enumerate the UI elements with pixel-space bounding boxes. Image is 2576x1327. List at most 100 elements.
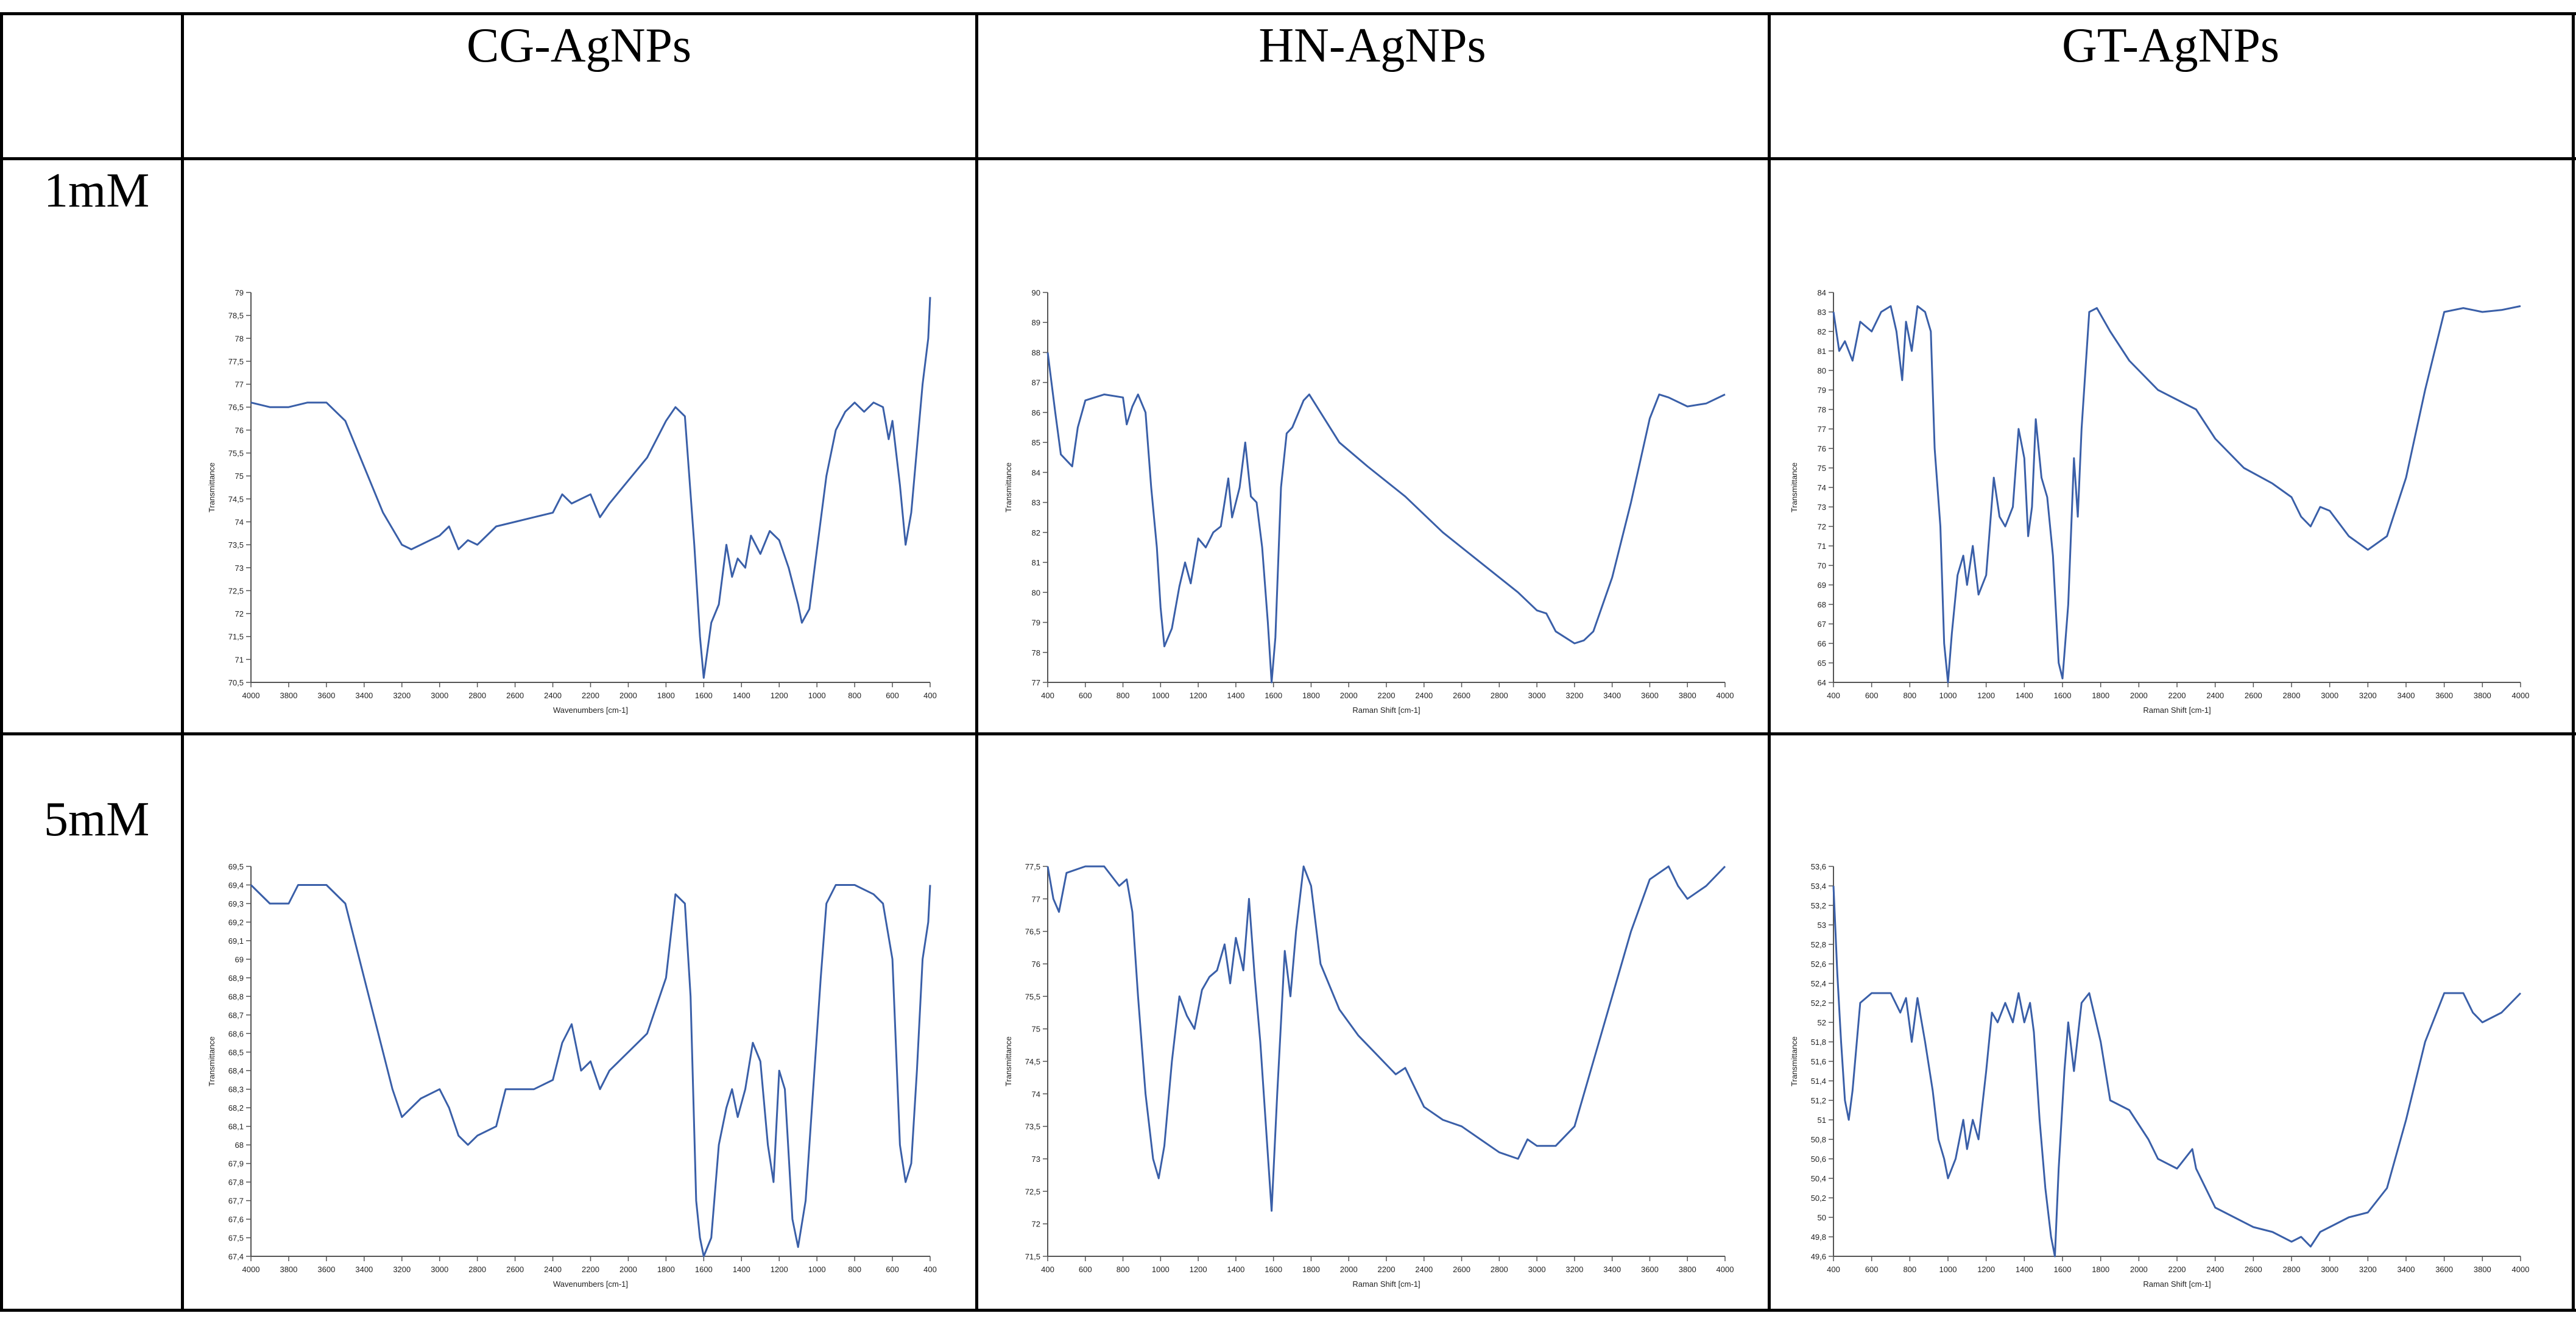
y-tick-label: 71,5 bbox=[1025, 1252, 1040, 1261]
y-tick-label: 79 bbox=[1032, 618, 1040, 628]
y-tick-label: 78,5 bbox=[228, 311, 244, 320]
y-tick-label: 81 bbox=[1818, 347, 1826, 356]
x-tick-label: 1800 bbox=[1302, 1265, 1320, 1274]
x-tick-label: 2000 bbox=[619, 691, 637, 700]
x-tick-label: 1200 bbox=[771, 1265, 788, 1274]
x-tick-label: 400 bbox=[1041, 1265, 1054, 1274]
y-tick-label: 74,5 bbox=[1025, 1057, 1040, 1066]
x-tick-label: 2800 bbox=[2283, 1265, 2301, 1274]
y-tick-label: 51,4 bbox=[1811, 1077, 1826, 1086]
x-tick-label: 3800 bbox=[280, 1265, 297, 1274]
y-tick-label: 68 bbox=[1818, 600, 1826, 609]
x-tick-label: 2200 bbox=[2168, 691, 2186, 700]
y-axis-label: Transmittance bbox=[207, 462, 216, 512]
x-tick-label: 4000 bbox=[242, 1265, 260, 1274]
table-border-left bbox=[0, 12, 3, 1312]
x-tick-label: 2000 bbox=[1340, 1265, 1358, 1274]
y-tick-label: 78 bbox=[1818, 405, 1826, 414]
y-tick-label: 77 bbox=[1818, 425, 1826, 434]
y-tick-label: 85 bbox=[1032, 438, 1040, 447]
y-tick-label: 51,6 bbox=[1811, 1057, 1826, 1066]
x-tick-label: 1400 bbox=[733, 691, 750, 700]
x-tick-label: 1600 bbox=[695, 691, 713, 700]
y-tick-label: 76,5 bbox=[1025, 927, 1040, 936]
y-tick-label: 68,8 bbox=[228, 992, 244, 1001]
y-tick-label: 67 bbox=[1818, 620, 1826, 629]
x-tick-label: 3000 bbox=[1528, 691, 1546, 700]
y-tick-label: 76 bbox=[235, 426, 244, 435]
y-axis-label: Transmittance bbox=[207, 1036, 216, 1086]
x-tick-label: 2200 bbox=[2168, 1265, 2186, 1274]
x-tick-label: 4000 bbox=[242, 691, 260, 700]
column-header-cg: CG-AgNPs bbox=[467, 19, 691, 73]
y-tick-label: 73,5 bbox=[228, 540, 244, 550]
x-tick-label: 3600 bbox=[317, 1265, 335, 1274]
x-tick-label: 2600 bbox=[2245, 691, 2262, 700]
y-axis-label: Transmittance bbox=[1004, 1036, 1013, 1086]
x-tick-label: 1000 bbox=[1939, 691, 1957, 700]
x-tick-label: 1400 bbox=[1227, 691, 1244, 700]
y-tick-label: 71 bbox=[1818, 542, 1826, 551]
x-tick-label: 800 bbox=[1903, 1265, 1916, 1274]
y-tick-label: 75 bbox=[1818, 464, 1826, 473]
x-tick-label: 2200 bbox=[582, 1265, 599, 1274]
x-tick-label: 3000 bbox=[431, 1265, 448, 1274]
x-tick-label: 2600 bbox=[506, 1265, 524, 1274]
y-tick-label: 83 bbox=[1032, 498, 1040, 508]
table-rule-header bbox=[0, 157, 2576, 160]
y-tick-label: 68,5 bbox=[228, 1048, 244, 1057]
x-tick-label: 3200 bbox=[1565, 1265, 1583, 1274]
x-tick-label: 3600 bbox=[1641, 1265, 1659, 1274]
x-tick-label: 2200 bbox=[1378, 1265, 1396, 1274]
y-tick-label: 78 bbox=[235, 334, 244, 343]
spectrum-trace bbox=[250, 297, 931, 679]
x-tick-label: 2200 bbox=[582, 691, 599, 700]
spectrum-hn-5mm: 71,5 72 72,5 73 73,5 74 74,5 75 75,5 76 76,5 77 77,5… bbox=[1004, 862, 1734, 1289]
y-tick-label: 67,7 bbox=[228, 1197, 244, 1206]
x-tick-label: 800 bbox=[1117, 691, 1130, 700]
y-tick-label: 52,8 bbox=[1811, 940, 1826, 949]
y-tick-label: 51,8 bbox=[1811, 1038, 1826, 1047]
y-tick-label: 89 bbox=[1032, 318, 1040, 327]
x-tick-label: 800 bbox=[848, 1265, 861, 1274]
y-tick-label: 74 bbox=[1818, 483, 1826, 492]
y-tick-label: 67,5 bbox=[228, 1234, 244, 1243]
y-tick-label: 68 bbox=[235, 1141, 244, 1150]
y-axis-label: Transmittance bbox=[1790, 1036, 1799, 1086]
table-rule-col3 bbox=[1768, 12, 1771, 1312]
x-tick-label: 3200 bbox=[393, 1265, 411, 1274]
x-tick-label: 3600 bbox=[317, 691, 335, 700]
y-tick-label: 64 bbox=[1818, 678, 1826, 687]
y-tick-label: 52,2 bbox=[1811, 999, 1826, 1008]
y-tick-label: 76 bbox=[1818, 444, 1826, 453]
x-tick-label: 1200 bbox=[1977, 1265, 1995, 1274]
y-tick-label: 70 bbox=[1818, 561, 1826, 570]
y-tick-label: 67,8 bbox=[228, 1178, 244, 1187]
spectrum-cg-1mm: 70,5 71 71,5 72 72,5 73 73,5 74 74,5 75 75,5 76 76,5… bbox=[207, 288, 937, 715]
x-tick-label: 1800 bbox=[2092, 1265, 2109, 1274]
x-tick-label: 2000 bbox=[2130, 1265, 2148, 1274]
y-tick-label: 53 bbox=[1818, 921, 1826, 930]
y-tick-label: 72 bbox=[235, 609, 244, 618]
y-tick-label: 73 bbox=[1032, 1155, 1040, 1164]
x-tick-label: 2400 bbox=[544, 691, 562, 700]
x-tick-label: 600 bbox=[1865, 691, 1879, 700]
x-tick-label: 3600 bbox=[2435, 1265, 2453, 1274]
x-axis-label: Raman Shift [cm-1] bbox=[1352, 1279, 1420, 1289]
x-tick-label: 2600 bbox=[2245, 1265, 2262, 1274]
y-tick-label: 72 bbox=[1032, 1220, 1040, 1229]
x-tick-label: 1600 bbox=[1265, 1265, 1282, 1274]
x-axis-label: Raman Shift [cm-1] bbox=[2143, 1279, 2211, 1289]
x-tick-label: 4000 bbox=[2512, 1265, 2530, 1274]
x-tick-label: 1800 bbox=[2092, 691, 2109, 700]
x-tick-label: 400 bbox=[1041, 691, 1054, 700]
x-tick-label: 2400 bbox=[2206, 1265, 2224, 1274]
y-tick-label: 71,5 bbox=[228, 632, 244, 642]
y-tick-label: 69,4 bbox=[228, 880, 244, 890]
x-tick-label: 600 bbox=[1079, 691, 1092, 700]
x-tick-label: 1000 bbox=[1939, 1265, 1957, 1274]
x-tick-label: 3000 bbox=[2321, 691, 2338, 700]
y-tick-label: 77,5 bbox=[1025, 862, 1040, 871]
x-tick-label: 600 bbox=[886, 691, 899, 700]
y-tick-label: 67,9 bbox=[228, 1159, 244, 1169]
